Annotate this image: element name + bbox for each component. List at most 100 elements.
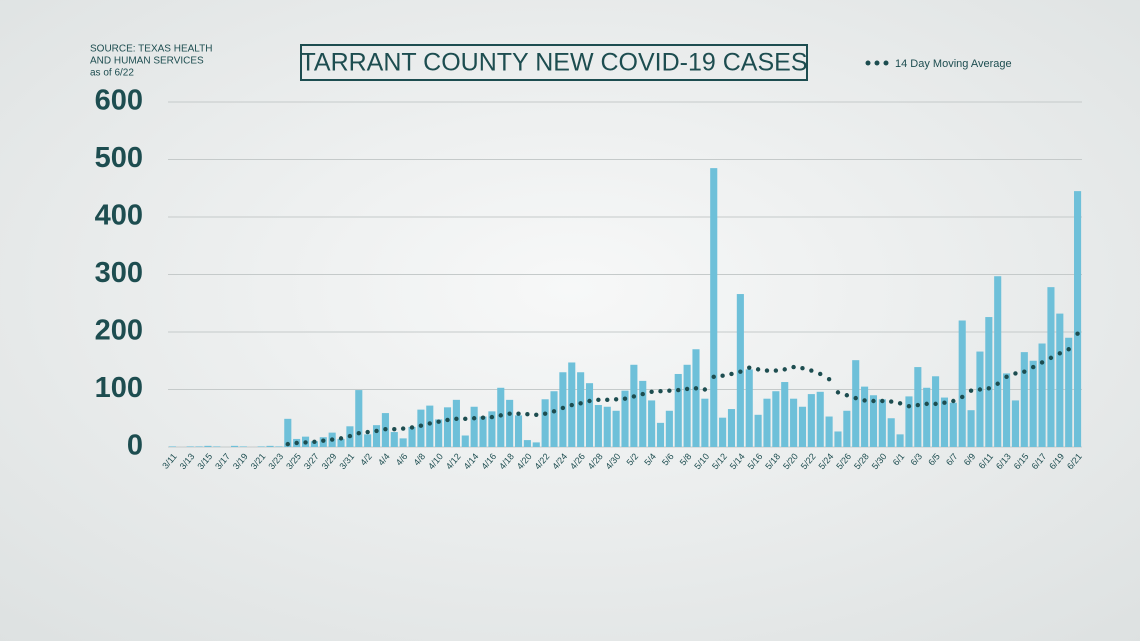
bar bbox=[612, 410, 620, 447]
bar bbox=[994, 276, 1002, 447]
moving-average-dot bbox=[995, 381, 1000, 386]
bar bbox=[648, 400, 656, 447]
bar bbox=[390, 432, 398, 447]
moving-average-dot bbox=[392, 426, 397, 432]
chart-title: TARRANT COUNTY NEW COVID-19 CASES bbox=[300, 49, 807, 77]
moving-average-dot bbox=[711, 374, 716, 380]
bar bbox=[168, 446, 176, 447]
moving-average-dot bbox=[285, 441, 290, 447]
moving-average-dot bbox=[551, 409, 557, 414]
bar bbox=[1003, 373, 1011, 447]
bar bbox=[807, 394, 815, 447]
bar bbox=[257, 446, 265, 447]
moving-average-dot bbox=[942, 400, 947, 405]
moving-average-dot bbox=[809, 368, 814, 373]
moving-average-dot bbox=[640, 391, 645, 397]
bar bbox=[470, 406, 478, 447]
bar bbox=[861, 386, 869, 447]
bar bbox=[355, 390, 363, 447]
moving-average-dot bbox=[764, 368, 770, 373]
bar bbox=[976, 351, 984, 447]
bar bbox=[745, 369, 753, 447]
moving-average-dot bbox=[400, 426, 406, 431]
bar bbox=[488, 411, 496, 447]
bar bbox=[514, 415, 523, 447]
bar bbox=[594, 405, 602, 447]
moving-average-dot bbox=[782, 367, 787, 372]
bar bbox=[896, 434, 904, 447]
moving-average-dot bbox=[605, 397, 610, 403]
moving-average-dot bbox=[321, 438, 326, 443]
bar bbox=[816, 391, 824, 447]
moving-average-dot bbox=[329, 437, 335, 442]
moving-average-dot bbox=[312, 439, 317, 445]
moving-average-dot bbox=[853, 395, 858, 401]
moving-average-dot bbox=[294, 440, 299, 446]
moving-average-dot bbox=[818, 371, 823, 377]
bar bbox=[790, 398, 798, 447]
moving-average-dot bbox=[587, 398, 592, 404]
bar bbox=[710, 168, 718, 447]
bar bbox=[923, 387, 931, 447]
moving-average-dot bbox=[534, 412, 539, 417]
moving-average-dot bbox=[906, 403, 912, 409]
y-tick-label: 100 bbox=[95, 372, 143, 404]
moving-average-dot bbox=[463, 416, 468, 422]
moving-average-dot bbox=[1022, 369, 1027, 374]
bar bbox=[426, 405, 434, 447]
moving-average-dot bbox=[826, 376, 832, 382]
bar bbox=[630, 364, 638, 447]
y-tick-label: 600 bbox=[95, 85, 143, 117]
bar bbox=[949, 402, 957, 447]
bar bbox=[195, 446, 203, 447]
moving-average-dot bbox=[569, 402, 574, 408]
moving-average-dot bbox=[516, 411, 521, 416]
bar bbox=[727, 409, 736, 447]
moving-average-dot bbox=[889, 399, 894, 404]
bar bbox=[905, 396, 913, 447]
source-line: as of 6/22 bbox=[90, 68, 134, 79]
bar bbox=[798, 406, 807, 447]
bar bbox=[364, 434, 372, 447]
moving-average-dot bbox=[791, 364, 796, 370]
bar bbox=[310, 441, 318, 447]
bar bbox=[719, 417, 727, 447]
moving-average-dot bbox=[356, 431, 361, 436]
bar bbox=[435, 419, 443, 447]
bar bbox=[639, 380, 647, 447]
moving-average-dot bbox=[1057, 351, 1063, 356]
moving-average-dot bbox=[693, 386, 699, 391]
bar bbox=[213, 446, 221, 447]
bar bbox=[577, 372, 585, 447]
moving-average-dot bbox=[986, 386, 992, 391]
bar bbox=[443, 407, 452, 447]
y-tick-label: 200 bbox=[95, 315, 143, 347]
moving-average-dot bbox=[613, 397, 619, 402]
moving-average-dot bbox=[507, 411, 512, 416]
moving-average-dot bbox=[738, 369, 743, 374]
moving-average-dot bbox=[622, 396, 628, 401]
moving-average-dot bbox=[1030, 364, 1036, 370]
moving-average-dot bbox=[702, 387, 708, 392]
bar bbox=[932, 376, 940, 447]
bar bbox=[186, 446, 194, 447]
bar bbox=[852, 360, 860, 447]
bar bbox=[1065, 337, 1073, 447]
bar bbox=[284, 418, 292, 447]
y-tick-label: 300 bbox=[95, 257, 143, 289]
bar bbox=[1038, 343, 1046, 447]
moving-average-dot bbox=[1075, 331, 1080, 336]
bar bbox=[967, 410, 975, 447]
moving-average-dot bbox=[835, 390, 841, 395]
moving-average-dot bbox=[897, 401, 903, 406]
y-tick-label: 500 bbox=[95, 142, 143, 174]
bar bbox=[479, 416, 487, 447]
title-box bbox=[300, 44, 808, 81]
moving-average-dot bbox=[924, 401, 929, 407]
bar bbox=[275, 446, 283, 447]
bar bbox=[399, 438, 407, 447]
moving-average-dot bbox=[684, 386, 690, 392]
moving-average-dot bbox=[720, 373, 725, 378]
moving-average-dot bbox=[374, 428, 379, 434]
